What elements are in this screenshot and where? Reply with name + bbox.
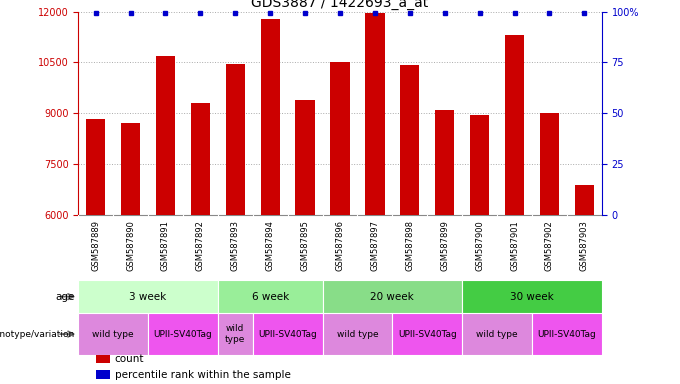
Bar (96, 355, 109, 363)
Text: GSM587901: GSM587901 (510, 220, 519, 271)
Bar (505, 35, 524, 215)
Text: wild type: wild type (476, 329, 518, 339)
Text: GSM587898: GSM587898 (405, 220, 414, 271)
Text: UPII-SV40Tag: UPII-SV40Tag (154, 329, 212, 339)
Text: UPII-SV40Tag: UPII-SV40Tag (258, 329, 317, 339)
Bar (330, 62, 350, 215)
Bar (253, 313, 322, 355)
Text: GSM587889: GSM587889 (91, 220, 100, 271)
Bar (191, 103, 210, 215)
Bar (435, 110, 454, 215)
Bar (96, 371, 109, 379)
Text: age: age (56, 292, 75, 302)
Bar (322, 280, 462, 313)
Text: GSM587892: GSM587892 (196, 220, 205, 271)
Text: wild
type: wild type (225, 324, 245, 344)
Bar (540, 113, 559, 215)
Bar (156, 56, 175, 215)
Bar (401, 65, 420, 215)
Title: GDS3887 / 1422693_a_at: GDS3887 / 1422693_a_at (252, 0, 428, 10)
Text: GSM587893: GSM587893 (231, 220, 240, 271)
Bar (121, 123, 140, 215)
Bar (322, 313, 392, 355)
Text: GSM587899: GSM587899 (440, 220, 449, 271)
Bar (78, 313, 148, 355)
Text: GSM587897: GSM587897 (371, 220, 379, 271)
Bar (365, 13, 384, 215)
Bar (532, 313, 602, 355)
Text: GSM587894: GSM587894 (266, 220, 275, 271)
Bar (148, 313, 218, 355)
Text: GSM587896: GSM587896 (335, 220, 345, 271)
Text: wild type: wild type (92, 329, 134, 339)
Text: UPII-SV40Tag: UPII-SV40Tag (537, 329, 596, 339)
Text: genotype/variation: genotype/variation (0, 329, 75, 339)
Text: 20 week: 20 week (371, 291, 414, 302)
Bar (296, 100, 315, 215)
Text: GSM587900: GSM587900 (475, 220, 484, 271)
Bar (462, 280, 602, 313)
Bar (226, 64, 245, 215)
Text: count: count (115, 354, 144, 364)
Bar (218, 280, 322, 313)
Text: 6 week: 6 week (252, 291, 289, 302)
Bar (86, 119, 105, 215)
Text: GSM587895: GSM587895 (301, 220, 309, 271)
Bar (575, 185, 594, 215)
Bar (392, 313, 462, 355)
Bar (260, 19, 279, 215)
Text: 30 week: 30 week (510, 291, 554, 302)
Text: GSM587903: GSM587903 (580, 220, 589, 271)
Text: UPII-SV40Tag: UPII-SV40Tag (398, 329, 457, 339)
Text: 3 week: 3 week (129, 291, 167, 302)
Text: GSM587891: GSM587891 (161, 220, 170, 271)
Text: GSM587902: GSM587902 (545, 220, 554, 271)
Bar (462, 313, 532, 355)
Text: GSM587890: GSM587890 (126, 220, 135, 271)
Text: percentile rank within the sample: percentile rank within the sample (115, 370, 291, 380)
Bar (218, 313, 253, 355)
Text: wild type: wild type (337, 329, 378, 339)
Bar (470, 115, 489, 215)
Bar (78, 280, 218, 313)
